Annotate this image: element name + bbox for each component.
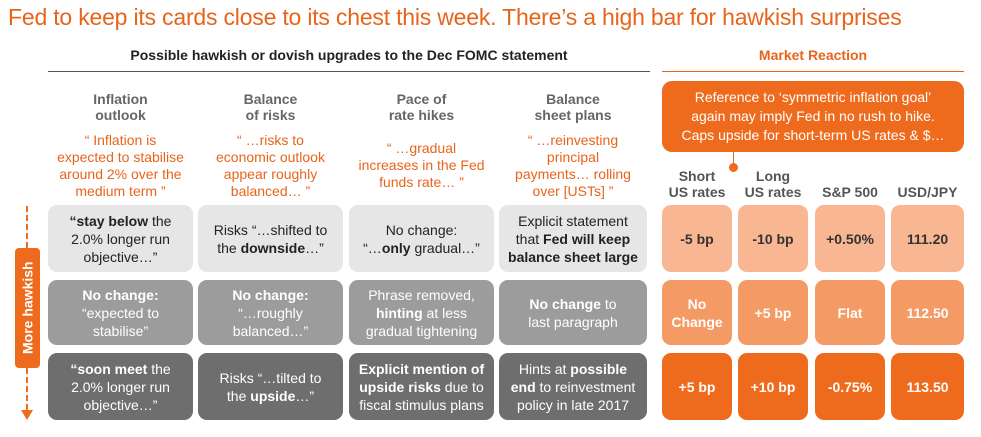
cell-r1-inflation: “stay below the 2.0% longer run objective…… bbox=[48, 205, 193, 272]
quote-risks: “ …risks to economic outlook appear roughl… bbox=[216, 132, 325, 199]
market-r3-sp500: -0.75% bbox=[815, 353, 885, 420]
market-r2-sp500: Flat bbox=[815, 280, 885, 345]
market-r2-short-rates: No Change bbox=[662, 280, 732, 345]
statement-section-header: Possible hawkish or dovish upgrades to t… bbox=[130, 47, 568, 63]
market-head-usdjpy: USD/JPY bbox=[897, 184, 958, 200]
cell-r2-balance-sheet: No change to last paragraph bbox=[499, 280, 647, 345]
page-title: Fed to keep its cards close to its chest… bbox=[8, 4, 902, 30]
quote-rate-hikes: “ …gradual increases in the Fed funds rate… bbox=[358, 140, 485, 190]
market-r2-long-rates: +5 bp bbox=[738, 280, 808, 345]
arrow-down-icon bbox=[21, 410, 33, 420]
cell-r3-balance-sheet: Hints at possible end to reinvestment poli… bbox=[499, 353, 647, 420]
quote-balance-sheet: “ …reinvesting principal payments… rolling… bbox=[515, 132, 631, 199]
quote-inflation: “ Inflation is expected to stabilise aroun… bbox=[57, 132, 184, 199]
market-r1-short-rates: -5 bp bbox=[662, 205, 732, 272]
statement-header-rule bbox=[48, 71, 650, 72]
market-r1-usdjpy: 111.20 bbox=[891, 205, 964, 272]
market-head-long-rates: Long US rates bbox=[744, 168, 802, 200]
hawkish-axis-line-top bbox=[26, 206, 28, 248]
market-head-short-rates: Short US rates bbox=[668, 168, 726, 200]
cell-r1-risks: Risks “…shifted to the downside…” bbox=[198, 205, 343, 272]
market-r3-short-rates: +5 bp bbox=[662, 353, 732, 420]
market-head-sp500: S&P 500 bbox=[822, 184, 878, 200]
market-r2-usdjpy: 112.50 bbox=[891, 280, 964, 345]
cell-r3-inflation: “soon meet the 2.0% longer run objective…” bbox=[48, 353, 193, 420]
market-r3-long-rates: +10 bp bbox=[738, 353, 808, 420]
callout-pointer-line bbox=[733, 151, 734, 165]
col-header-rate-hikes: Pace of rate hikes bbox=[388, 91, 455, 123]
market-r1-sp500: +0.50% bbox=[815, 205, 885, 272]
market-r1-long-rates: -10 bp bbox=[738, 205, 808, 272]
cell-r3-risks: Risks “…tilted to the upside…” bbox=[198, 353, 343, 420]
cell-r3-rate-hikes: Explicit mention of upside risks due to fi… bbox=[349, 353, 494, 420]
market-header-rule bbox=[662, 71, 964, 72]
more-hawkish-label: More hawkish bbox=[19, 261, 36, 355]
market-reaction-header: Market Reaction bbox=[758, 47, 868, 63]
cell-r2-rate-hikes: Phrase removed, hinting at less gradual ti… bbox=[349, 280, 494, 345]
col-header-balance-sheet: Balance sheet plans bbox=[534, 91, 612, 123]
more-hawkish-bar bbox=[15, 248, 40, 368]
callout-box: Reference to ‘symmetric inflation goal’ a… bbox=[662, 81, 964, 152]
col-header-inflation: Inflation outlook bbox=[93, 91, 148, 123]
cell-r1-balance-sheet: Explicit statement that Fed will keep bala… bbox=[499, 205, 647, 272]
cell-r2-risks: No change: “…roughly balanced…” bbox=[198, 280, 343, 345]
cell-r1-rate-hikes: No change: “…only gradual…” bbox=[349, 205, 494, 272]
cell-r2-inflation: No change: “expected to stabilise” bbox=[48, 280, 193, 345]
market-r3-usdjpy: 113.50 bbox=[891, 353, 964, 420]
callout-pointer-dot bbox=[729, 163, 738, 172]
col-header-risks: Balance of risks bbox=[243, 91, 298, 123]
hawkish-axis-line-bottom bbox=[26, 368, 28, 410]
